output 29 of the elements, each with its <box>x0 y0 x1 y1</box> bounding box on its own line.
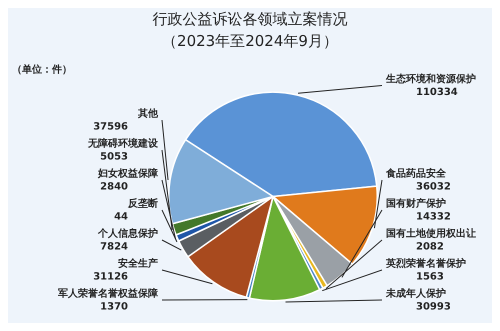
slice-label: 其他 <box>137 108 159 120</box>
text: （单位：件） <box>12 64 72 76</box>
data-label: 37596 <box>93 122 128 133</box>
data-label: 5053 <box>100 152 128 163</box>
slice-label: 反垄断 <box>127 198 158 210</box>
data-label: 2840 <box>100 182 128 193</box>
data-label: 7824 <box>100 242 128 253</box>
slice-label: 妇女权益保障 <box>97 168 158 180</box>
data-label: 110334 <box>416 87 458 98</box>
data-label: 1370 <box>100 302 128 313</box>
data-label: 30993 <box>416 302 451 313</box>
slice-label: 军人荣誉名誉权益保障 <box>58 288 158 300</box>
data-label: 44 <box>114 212 128 223</box>
data-label: 1563 <box>416 272 444 283</box>
slice-label: 国有财产保护 <box>386 198 446 210</box>
data-label: 31126 <box>93 272 128 283</box>
data-label: 36032 <box>416 182 451 193</box>
slice-label: 个人信息保护 <box>97 228 158 240</box>
chart-title: 行政公益诉讼各领域立案情况 <box>152 10 348 28</box>
slice-label: 英烈荣誉名誉保护 <box>385 258 466 270</box>
slice-label: 安全生产 <box>118 258 158 270</box>
data-label: 2082 <box>416 242 444 253</box>
slice-label: 食品药品安全 <box>385 168 447 180</box>
slice-label: 国有土地使用权出让 <box>386 228 476 240</box>
chart-subtitle: （2023年至2024年9月） <box>162 32 338 50</box>
slice-label: 生态环境和资源保护 <box>385 73 476 86</box>
slice-label: 未成年人保护 <box>385 288 446 300</box>
slice-label: 无障碍环境建设 <box>87 138 159 150</box>
data-label: 14332 <box>416 212 451 223</box>
